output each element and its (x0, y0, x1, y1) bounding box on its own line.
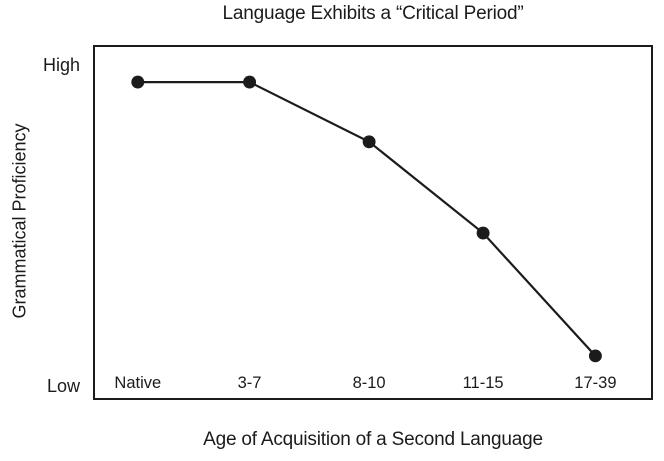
series-line (137, 81, 597, 357)
x-tick-label: 17-39 (574, 374, 617, 392)
x-tick-label: 8-10 (352, 374, 386, 392)
data-point-marker (362, 135, 376, 149)
x-tick-label: 11-15 (462, 374, 504, 392)
y-tick-label-low: Low (46, 376, 80, 396)
chart-title: Language Exhibits a “Critical Period” (222, 3, 524, 24)
line-series (131, 75, 602, 363)
plot-area: Native 3-7 8-10 11-15 17-39 (93, 45, 653, 400)
y-tick-label-high: High (42, 55, 80, 75)
x-tick-label: Native (114, 374, 162, 392)
y-axis-title: Grammatical Proficiency (9, 123, 30, 319)
data-point-marker (131, 75, 145, 89)
x-axis-title: Age of Acquisition of a Second Language (203, 429, 543, 450)
data-point-marker (476, 226, 490, 240)
data-point-marker (588, 349, 602, 363)
x-tick-label: 3-7 (237, 374, 262, 392)
data-point-marker (243, 75, 257, 89)
